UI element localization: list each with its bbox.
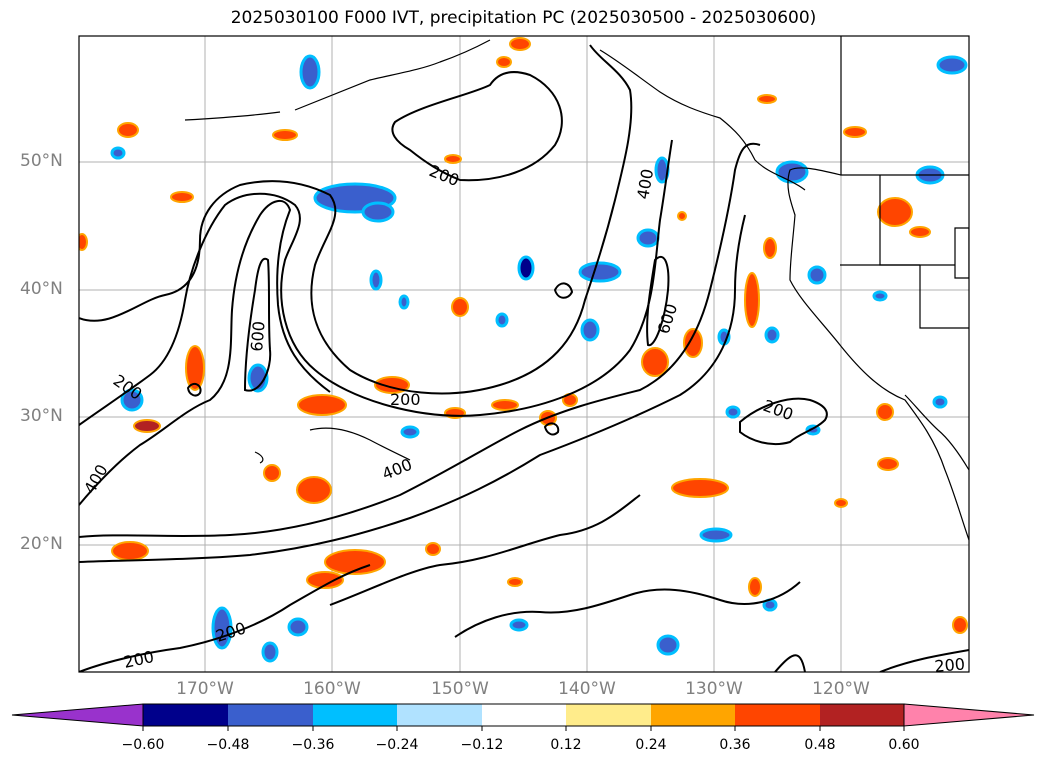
colorbar-tick-label: 0.48: [804, 737, 836, 753]
colorbar-tick-label: 0.12: [550, 737, 582, 753]
contour-label: 600: [654, 301, 682, 336]
lon-label: 130°W: [685, 679, 743, 699]
lon-label: 120°W: [812, 679, 870, 699]
contour-label: 200: [390, 390, 421, 409]
colorbar-bin: [313, 704, 397, 726]
colorbar-bin: [482, 704, 566, 726]
lon-label: 140°W: [558, 679, 616, 699]
colorbar-bin: [820, 704, 904, 726]
colorbar-bin: [397, 704, 482, 726]
coastlines: [184, 36, 969, 541]
colorbar-bin: [228, 704, 313, 726]
colorbar-extend-min: [11, 703, 144, 727]
lon-label: 150°W: [431, 679, 489, 699]
contour-label: 200: [934, 654, 966, 676]
ivt-contours: [79, 44, 969, 672]
colorbar-extend-max: [903, 703, 1035, 727]
contour-label: 600: [247, 320, 269, 352]
lat-label: 40°N: [20, 279, 63, 299]
contour-label: 200: [122, 647, 156, 672]
colorbar-bin: [566, 704, 651, 726]
colorbar-tick-label: −0.12: [460, 737, 504, 753]
colorbar-tick-label: −0.36: [291, 737, 335, 753]
colorbar-bin: [651, 704, 735, 726]
precip-positive-blobs: [79, 37, 968, 634]
lon-label: 170°W: [176, 679, 234, 699]
lat-label: 20°N: [20, 534, 63, 554]
contour-label: 200: [427, 161, 462, 190]
colorbar-tick-label: 0.36: [719, 737, 751, 753]
map-frame: [78, 35, 970, 673]
colorbar-tick-label: 0.24: [635, 737, 667, 753]
contour-label: 400: [80, 461, 112, 497]
precip-negative-blobs: [110, 54, 968, 663]
contour-label: 400: [379, 455, 414, 484]
contour-label: 400: [633, 167, 657, 200]
gridlines: [79, 36, 969, 672]
colorbar-tick-label: −0.60: [121, 737, 165, 753]
colorbar-tick-label: −0.24: [375, 737, 419, 753]
lat-label: 50°N: [20, 151, 63, 171]
colorbar: [11, 703, 1035, 731]
map-title: 2025030100 F000 IVT, precipitation PC (2…: [230, 8, 817, 28]
colorbar-bin: [143, 704, 228, 726]
lat-label: 30°N: [20, 406, 63, 426]
colorbar-bin: [735, 704, 820, 726]
colorbar-tick-label: −0.48: [206, 737, 250, 753]
colorbar-tick-label: 0.60: [888, 737, 920, 753]
lon-label: 160°W: [303, 679, 361, 699]
